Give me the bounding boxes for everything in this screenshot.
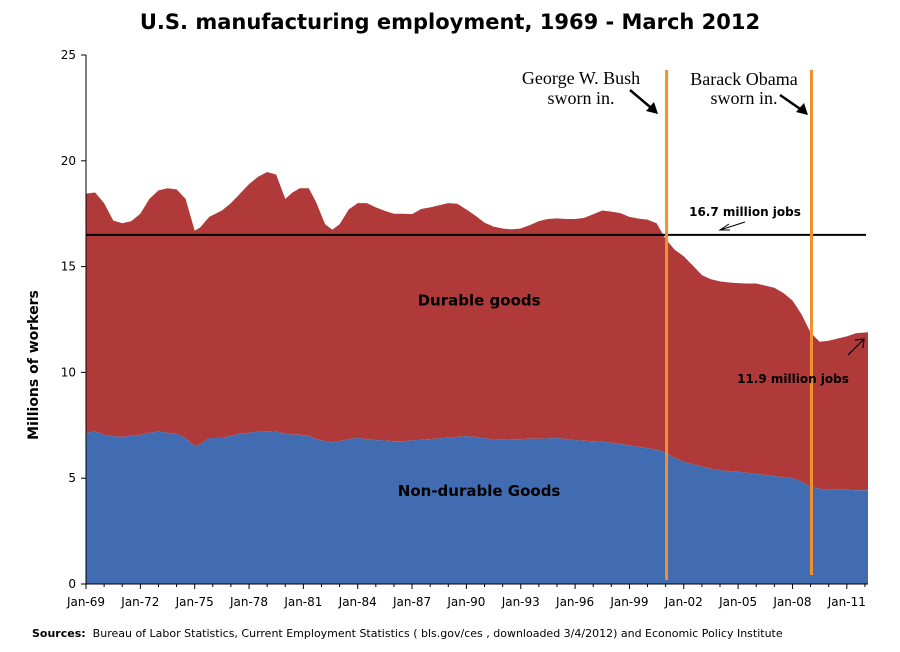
event-label-line1: George W. Bush <box>522 68 640 88</box>
x-tick-label: Jan-05 <box>718 595 757 609</box>
source-text: Bureau of Labor Statistics, Current Empl… <box>92 627 783 640</box>
x-tick-label: Jan-02 <box>664 595 703 609</box>
durable-goods-area <box>86 172 868 491</box>
y-tick-label: 5 <box>68 471 76 485</box>
event-arrow-head <box>796 103 808 115</box>
event-label-line1: Barack Obama <box>690 69 797 89</box>
x-tick-label: Jan-81 <box>283 595 322 609</box>
y-tick-label: 15 <box>61 260 76 274</box>
reference-arrow-head <box>718 223 730 231</box>
event-arrow-head <box>646 102 658 114</box>
y-tick-label: 20 <box>61 154 76 168</box>
x-tick-label: Jan-93 <box>501 595 540 609</box>
x-tick-label: Jan-75 <box>175 595 214 609</box>
y-tick-label: 25 <box>61 48 76 62</box>
source-note: Sources: Bureau of Labor Statistics, Cur… <box>32 627 783 640</box>
annotation-group: Durable goods Non-durable Goods 16.7 milli… <box>398 68 865 500</box>
event-label-line2: sworn in. <box>711 88 778 108</box>
x-tick-label: Jan-78 <box>229 595 268 609</box>
end-arrow-head <box>854 338 865 349</box>
source-prefix: Sources: <box>32 627 86 640</box>
x-tick-label: Jan-90 <box>446 595 485 609</box>
x-tick-label: Jan-72 <box>120 595 159 609</box>
y-tick-label: 10 <box>61 365 76 379</box>
x-tick-label: Jan-69 <box>66 595 105 609</box>
event-lines-group <box>665 70 813 580</box>
area-series-group <box>86 172 868 584</box>
chart-title: U.S. manufacturing employment, 1969 - Ma… <box>139 10 761 34</box>
reference-line-label: 16.7 million jobs <box>689 205 801 219</box>
non-durable-goods-area <box>86 431 868 584</box>
x-tick-label: Jan-87 <box>392 595 431 609</box>
y-tick-label: 0 <box>68 577 76 591</box>
end-value-label: 11.9 million jobs <box>737 372 849 386</box>
event-label-line2: sworn in. <box>548 88 615 108</box>
reference-arrow-shaft <box>719 221 746 231</box>
durable-goods-label: Durable goods <box>418 291 541 309</box>
non-durable-goods-label: Non-durable Goods <box>398 482 561 500</box>
x-tick-label: Jan-99 <box>609 595 648 609</box>
x-tick-label: Jan-08 <box>772 595 811 609</box>
x-tick-label: Jan-84 <box>338 595 377 609</box>
x-tick-label: Jan-11 <box>827 595 866 609</box>
x-tick-label: Jan-96 <box>555 595 594 609</box>
axes-group: 0 5 10 15 20 25 Jan-69 Jan-72 Jan-75 Jan-78 Jan-81… <box>61 48 868 609</box>
end-arrow-shaft <box>847 338 865 356</box>
